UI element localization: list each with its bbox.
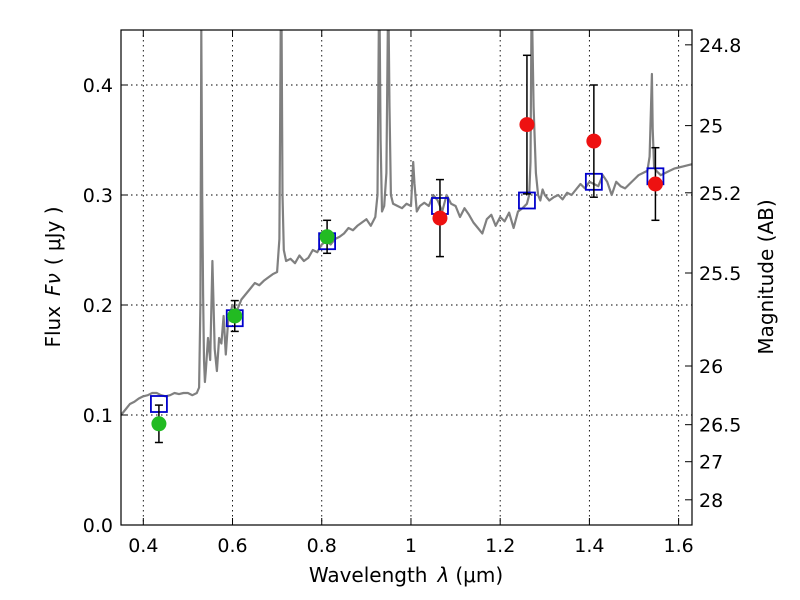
y-tick-label: 0.1 (83, 405, 113, 427)
y-tick-label: 0.2 (83, 295, 113, 317)
y2-tick-label: 24.8 (699, 35, 741, 57)
x-tick-label: 0.4 (128, 535, 158, 557)
y-tick-label: 0.4 (83, 75, 113, 97)
red-point-marker (586, 133, 602, 149)
red-point-marker (647, 176, 663, 192)
y-tick-label: 0.3 (83, 185, 113, 207)
plot-frame (120, 29, 693, 526)
green-point-marker (319, 229, 335, 245)
spectrum-line (121, 30, 692, 416)
red-point-marker (519, 117, 535, 133)
data-series (121, 30, 692, 416)
green-point-marker (151, 416, 167, 432)
data-markers (150, 54, 665, 444)
x-axis-title: Wavelength λ (μm) (309, 563, 503, 587)
x-tick-label: 0.8 (307, 535, 337, 557)
y2-tick-label: 28 (699, 490, 723, 512)
x-tick-label: 1.4 (574, 535, 604, 557)
x-tick-label: 0.6 (217, 535, 247, 557)
y2-tick-label: 25.5 (699, 263, 741, 285)
y2-tick-label: 26.5 (699, 415, 741, 437)
y-axis-title: FluxFν( μJy ) (41, 206, 65, 347)
y2-tick-label: 25.2 (699, 183, 741, 205)
y2-tick-label: 27 (699, 452, 723, 474)
plot-background (121, 30, 692, 525)
x-tick-label: 1.6 (664, 535, 694, 557)
y2-axis-title: Magnitude (AB) (754, 199, 778, 354)
x-tick-label: 1 (405, 535, 417, 557)
red-point-marker (432, 210, 448, 226)
green-point-marker (227, 308, 243, 324)
y-tick-label: 0.0 (83, 515, 113, 537)
y2-tick-label: 26 (699, 356, 723, 378)
axes: 0.4 0.6 0.8 1 1.2 1.4 1.6 0.0 0.1 0.2 0.3 0.4 24.8 25… (83, 30, 741, 557)
x-tick-label: 1.2 (485, 535, 515, 557)
y2-tick-label: 25 (699, 116, 723, 138)
